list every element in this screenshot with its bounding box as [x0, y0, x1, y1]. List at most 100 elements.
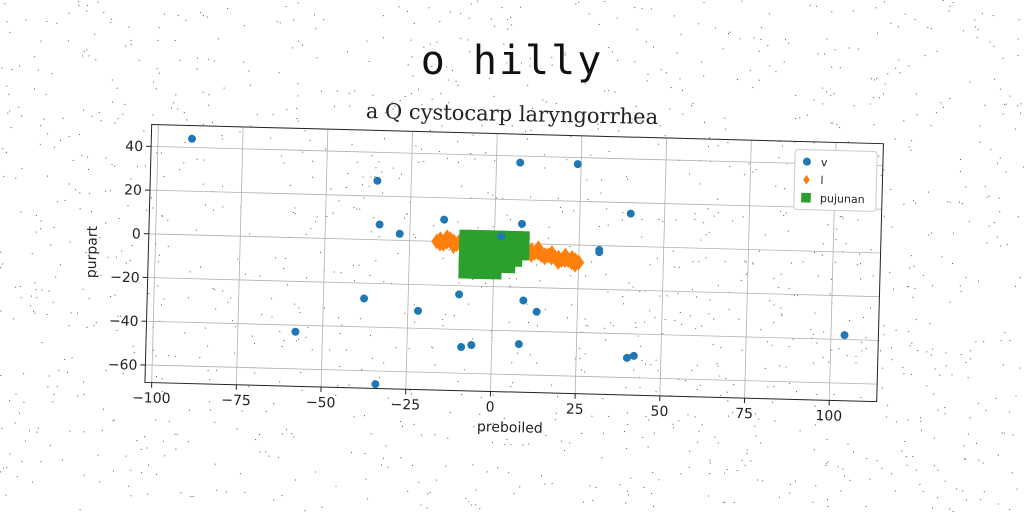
- noise-dot: [678, 293, 679, 294]
- noise-dot: [298, 83, 299, 84]
- noise-dot: [1002, 432, 1003, 433]
- noise-dot: [481, 397, 482, 398]
- x-tick-label: 75: [735, 406, 753, 422]
- noise-dot: [471, 505, 472, 506]
- noise-dot: [180, 492, 181, 493]
- noise-dot: [222, 290, 223, 291]
- noise-dot: [650, 364, 651, 365]
- noise-dot: [89, 55, 90, 56]
- data-point: [414, 307, 422, 315]
- noise-dot: [813, 334, 814, 335]
- noise-dot: [475, 504, 476, 505]
- noise-dot: [866, 506, 867, 507]
- noise-dot: [949, 508, 950, 509]
- noise-dot: [314, 15, 315, 16]
- noise-dot: [69, 136, 70, 137]
- noise-dot: [349, 106, 350, 107]
- noise-dot: [82, 55, 83, 56]
- noise-dot: [218, 38, 219, 39]
- noise-dot: [775, 71, 776, 72]
- noise-dot: [520, 7, 521, 8]
- noise-dot: [393, 168, 394, 169]
- noise-dot: [887, 73, 888, 74]
- noise-dot: [94, 34, 95, 35]
- noise-dot: [658, 370, 659, 371]
- noise-dot: [69, 184, 70, 185]
- noise-dot: [509, 322, 510, 323]
- noise-dot: [634, 7, 635, 8]
- noise-dot: [418, 162, 419, 163]
- noise-dot: [457, 221, 458, 222]
- noise-dot: [926, 385, 927, 386]
- noise-dot: [317, 57, 318, 58]
- noise-dot: [549, 227, 550, 228]
- noise-dot: [346, 350, 347, 351]
- noise-dot: [795, 95, 796, 96]
- noise-dot: [442, 126, 443, 127]
- noise-dot: [178, 15, 179, 16]
- noise-dot: [131, 40, 132, 41]
- noise-dot: [260, 276, 261, 277]
- noise-dot: [371, 155, 372, 156]
- data-point: [188, 135, 196, 143]
- noise-dot: [485, 283, 486, 284]
- data-point: [840, 331, 848, 339]
- noise-dot: [828, 362, 829, 363]
- noise-dot: [680, 312, 681, 313]
- noise-dot: [970, 417, 971, 418]
- noise-dot: [603, 433, 604, 434]
- noise-dot: [200, 267, 201, 268]
- noise-dot: [701, 326, 702, 327]
- noise-dot: [750, 70, 751, 71]
- noise-dot: [596, 487, 597, 488]
- noise-dot: [793, 339, 794, 340]
- noise-dot: [34, 88, 35, 89]
- noise-dot: [77, 313, 78, 314]
- noise-dot: [101, 120, 102, 121]
- noise-dot: [208, 59, 209, 60]
- noise-dot: [527, 139, 528, 140]
- noise-dot: [156, 152, 157, 153]
- noise-dot: [713, 319, 714, 320]
- noise-dot: [725, 378, 726, 379]
- noise-dot: [197, 159, 198, 160]
- noise-dot: [512, 382, 513, 383]
- noise-dot: [982, 13, 983, 14]
- noise-dot: [571, 304, 572, 305]
- noise-dot: [938, 410, 939, 411]
- noise-dot: [56, 23, 57, 24]
- noise-dot: [836, 229, 837, 230]
- noise-dot: [823, 357, 824, 358]
- noise-dot: [987, 197, 988, 198]
- noise-dot: [839, 127, 840, 128]
- noise-dot: [323, 19, 324, 20]
- noise-dot: [294, 304, 295, 305]
- noise-dot: [836, 124, 837, 125]
- noise-dot: [230, 298, 231, 299]
- noise-dot: [987, 242, 988, 243]
- noise-dot: [835, 262, 836, 263]
- noise-dot: [53, 302, 54, 303]
- noise-dot: [271, 298, 272, 299]
- noise-dot: [216, 370, 217, 371]
- noise-dot: [507, 19, 508, 20]
- noise-dot: [173, 102, 174, 103]
- noise-dot: [856, 356, 857, 357]
- noise-dot: [19, 66, 20, 67]
- noise-dot: [144, 436, 145, 437]
- noise-dot: [585, 83, 586, 84]
- noise-dot: [932, 508, 933, 509]
- noise-dot: [214, 61, 215, 62]
- noise-dot: [658, 219, 659, 220]
- noise-dot: [844, 476, 845, 477]
- noise-dot: [963, 445, 964, 446]
- noise-dot: [47, 314, 48, 315]
- noise-dot: [728, 416, 729, 417]
- noise-dot: [880, 350, 881, 351]
- noise-dot: [904, 441, 905, 442]
- noise-dot: [473, 135, 474, 136]
- noise-dot: [203, 15, 204, 16]
- noise-dot: [334, 106, 335, 107]
- noise-dot: [186, 20, 187, 21]
- noise-dot: [903, 204, 904, 205]
